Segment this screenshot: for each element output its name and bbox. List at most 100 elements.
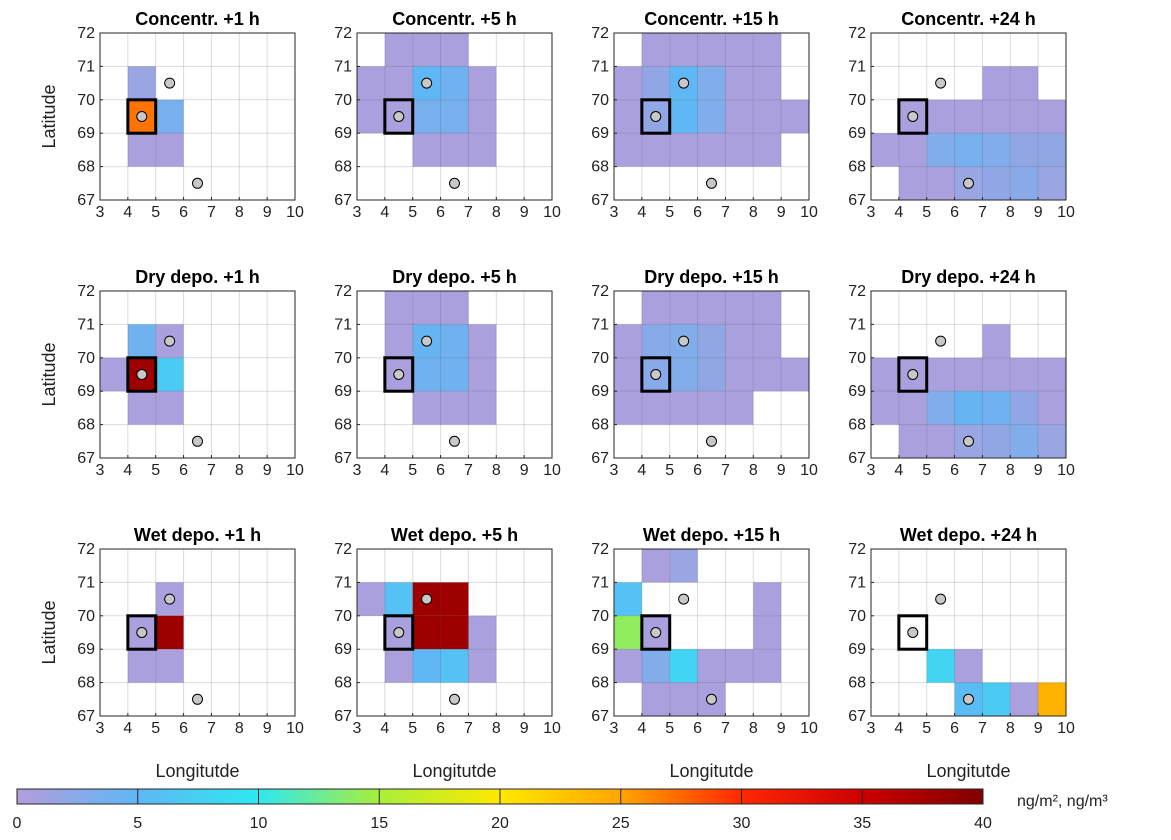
y-tick-label: 70 [77, 92, 95, 109]
x-tick-label: 5 [151, 720, 160, 737]
heatmap-cell [100, 357, 128, 392]
x-tick-label: 4 [123, 720, 132, 737]
x-tick-label: 7 [978, 720, 987, 737]
heatmap-cell [1038, 133, 1066, 167]
heatmap-cell [725, 649, 754, 683]
heatmap-cell [614, 66, 642, 100]
x-tick-label: 3 [353, 462, 362, 479]
heatmap-cell [155, 649, 184, 683]
panel-title: Concentr. +15 h [644, 9, 779, 29]
x-tick-label: 8 [1006, 462, 1015, 479]
x-tick-label: 7 [721, 462, 730, 479]
axes-frame [99, 32, 296, 201]
x-tick-label: 10 [1057, 720, 1075, 737]
y-tick-label: 72 [77, 283, 95, 300]
x-tick-label: 8 [492, 720, 501, 737]
x-tick-label: 3 [96, 720, 105, 737]
source-marker [650, 369, 662, 380]
heatmap-cell [440, 357, 469, 392]
y-tick-label: 72 [591, 283, 609, 300]
heatmap-cell [871, 391, 899, 425]
y-tick-label: 67 [591, 708, 609, 725]
station-marker [192, 435, 203, 447]
x-tick-label: 4 [637, 720, 646, 737]
y-tick-label: 70 [848, 92, 866, 109]
heatmap-cell [926, 391, 955, 425]
x-tick-label: 3 [353, 720, 362, 737]
y-tick-label: 69 [591, 125, 609, 142]
heatmap-cell [1038, 357, 1066, 392]
heatmap-cell [641, 133, 670, 167]
station-marker [963, 693, 974, 705]
source-location-box [383, 98, 415, 135]
y-tick-label: 70 [591, 350, 609, 367]
x-tick-label: 6 [693, 462, 702, 479]
axes-frame [99, 548, 296, 717]
heatmap-cell [440, 133, 469, 167]
heatmap-cell [926, 424, 955, 458]
x-tick-label: 3 [96, 462, 105, 479]
heatmap-cell [697, 324, 726, 358]
colorbar-tick-label: 35 [853, 815, 871, 832]
x-tick-label: 4 [380, 720, 389, 737]
x-tick-label: 4 [123, 462, 132, 479]
heatmap-cell [1010, 99, 1039, 134]
heatmap-cell [725, 324, 754, 358]
y-tick-label: 68 [77, 159, 95, 176]
source-location-box [640, 98, 672, 135]
x-tick-label: 9 [263, 720, 272, 737]
panel-title: Concentr. +5 h [392, 9, 517, 29]
panel-title: Wet depo. +15 h [643, 525, 780, 545]
heatmap-cell [1010, 391, 1039, 425]
heatmap-cell [440, 66, 469, 100]
heatmap-cell [641, 291, 670, 325]
y-tick-label: 69 [77, 383, 95, 400]
station-marker [449, 693, 460, 705]
heatmap-cell [669, 549, 698, 583]
heatmap-cell [641, 324, 670, 358]
x-tick-label: 3 [610, 462, 619, 479]
heatmap-cell [412, 99, 441, 134]
heatmap-cell [954, 649, 983, 683]
x-tick-label: 7 [721, 204, 730, 221]
panel-title: Wet depo. +24 h [900, 525, 1037, 545]
heatmap-cell [697, 99, 726, 134]
heatmap-cell [468, 324, 497, 358]
x-tick-label: 5 [922, 462, 931, 479]
x-tick-label: 4 [123, 204, 132, 221]
station-marker [963, 435, 974, 447]
x-tick-label: 10 [543, 720, 561, 737]
y-tick-label: 67 [848, 708, 866, 725]
axes-frame [613, 32, 810, 201]
y-tick-label: 71 [77, 574, 95, 591]
heatmap-cell [982, 682, 1011, 716]
heatmap-cell [468, 357, 497, 392]
heatmap-cell [669, 649, 698, 683]
y-tick-label: 71 [334, 316, 352, 333]
heatmap-cell [384, 291, 413, 325]
heatmap-cell [982, 357, 1011, 392]
y-tick-label: 71 [334, 574, 352, 591]
heatmap-cell [669, 682, 698, 716]
source-location-box [126, 98, 158, 135]
station-marker [935, 77, 947, 89]
x-tick-label: 7 [207, 462, 216, 479]
heatmap-cell [898, 133, 927, 167]
x-tick-label: 5 [665, 720, 674, 737]
y-tick-label: 67 [334, 450, 352, 467]
heatmap-cell [614, 649, 642, 683]
y-tick-label: 69 [77, 125, 95, 142]
x-tick-label: 6 [950, 720, 959, 737]
heatmap-cell [669, 291, 698, 325]
heatmap-cell [753, 66, 782, 100]
heatmap-cell [926, 357, 955, 392]
heatmap-cell [725, 66, 754, 100]
x-tick-label: 9 [777, 720, 786, 737]
heatmap-cell [1010, 357, 1039, 392]
x-tick-label: 4 [380, 462, 389, 479]
heatmap-cell [954, 133, 983, 167]
x-tick-label: 4 [637, 204, 646, 221]
panel-title: Dry depo. +1 h [135, 267, 260, 287]
source-marker [650, 111, 662, 122]
heatmap-cell [468, 649, 497, 683]
